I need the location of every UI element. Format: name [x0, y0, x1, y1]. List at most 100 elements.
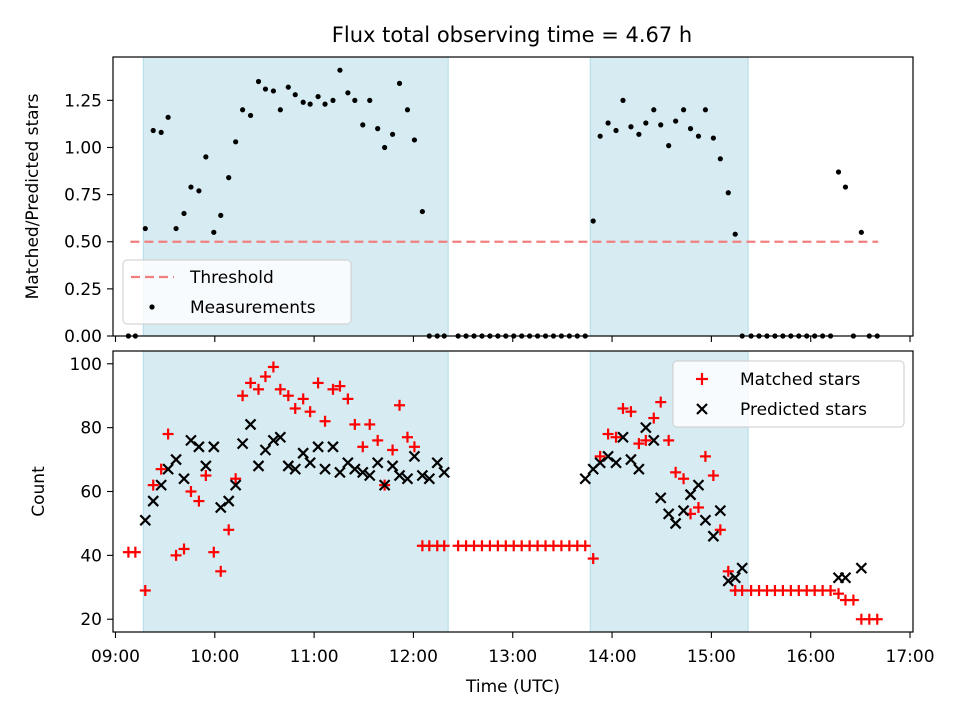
matched-star-point — [208, 546, 220, 558]
matched-star-point — [372, 434, 384, 446]
matched-star-point — [357, 441, 369, 453]
predicted-star-point — [408, 450, 421, 463]
matched-star-point — [304, 406, 316, 418]
marker-stroke — [684, 488, 697, 501]
marker-stroke — [669, 517, 682, 530]
measurement-point — [651, 107, 657, 113]
predicted-star-point — [229, 479, 242, 491]
measurement-point — [842, 184, 849, 190]
ratio-panel: 0.00 0.25 0.50 0.75 1.00 1.25 Matched/Predict… — [23, 56, 914, 347]
measurement-point — [590, 218, 596, 224]
measurement-point — [150, 127, 156, 134]
measurement-point — [262, 86, 269, 92]
marker-stroke — [363, 469, 376, 482]
measurement-point — [142, 225, 148, 232]
predicted-star-point — [684, 488, 697, 501]
predicted-star-point — [244, 418, 257, 431]
measurement-point — [858, 229, 864, 235]
matched-star-point — [670, 466, 682, 478]
measurement-point — [636, 131, 642, 137]
measurement-point — [188, 184, 194, 190]
legend-measurements-label: Measurements — [190, 298, 316, 318]
predicted-star-point — [393, 469, 406, 482]
marker-stroke — [839, 571, 852, 584]
ratio-panel-ticks: 0.00 0.25 0.50 0.75 1.00 1.25 — [64, 91, 911, 347]
marker-stroke — [357, 466, 369, 479]
matched-star-point — [722, 565, 734, 577]
predicted-star-point — [214, 501, 227, 514]
predicted-star-point — [185, 434, 197, 447]
predicted-star-point — [386, 460, 399, 472]
legend-matched-swatch — [696, 373, 708, 385]
marker-stroke — [729, 571, 742, 584]
marker-stroke — [342, 456, 354, 469]
marker-stroke — [244, 418, 257, 431]
matched-star-point — [200, 470, 212, 482]
matched-star-point — [178, 543, 190, 555]
matched-star-point — [871, 613, 883, 625]
measurement-point — [658, 122, 664, 128]
measurement-point — [285, 84, 291, 90]
measurement-point — [605, 120, 611, 126]
matched-star-point — [617, 402, 629, 414]
measurement-point — [687, 126, 694, 132]
predicted-star-point — [707, 530, 720, 542]
measurement-point — [389, 131, 396, 137]
x-axis-label: Time (UTC) — [465, 677, 560, 697]
ratio-panel-legend: Threshold Measurements — [122, 259, 352, 325]
measurement-point — [211, 229, 217, 235]
marker-stroke — [855, 562, 868, 574]
count-panel-y-axis-label: Count — [29, 466, 49, 517]
predicted-star-point — [839, 571, 852, 584]
predicted-star-point — [334, 466, 346, 479]
matched-star-point — [215, 565, 227, 577]
predicted-star-point — [139, 514, 152, 527]
predicted-star-point — [423, 472, 436, 485]
y-tick-label: 80 — [80, 419, 102, 439]
y-tick-label: 0.25 — [64, 280, 102, 300]
predicted-star-point — [162, 463, 174, 475]
matched-stars-series — [122, 361, 883, 625]
marker-stroke — [147, 495, 160, 507]
matched-star-point — [349, 418, 361, 430]
measurement-point — [158, 129, 164, 136]
chart-title: Flux total observing time = 4.67 h — [332, 23, 692, 47]
predicted-star-point — [736, 562, 748, 574]
measurement-point — [165, 114, 171, 120]
predicted-star-point — [193, 441, 205, 453]
predicted-star-point — [640, 421, 652, 434]
marker-stroke — [334, 466, 346, 479]
marker-stroke — [416, 469, 429, 482]
marker-stroke — [393, 469, 406, 482]
measurement-point — [315, 93, 321, 100]
measurement-point — [680, 107, 687, 113]
matched-star-point — [438, 540, 450, 552]
matched-star-point — [185, 486, 197, 497]
marker-stroke — [408, 450, 421, 463]
predicted-star-point — [633, 463, 645, 475]
x-tick-label: 13:00 — [488, 647, 537, 667]
marker-stroke — [640, 421, 652, 434]
count-panel: 20 40 60 80 100 09:00 10:00 11:00 12:00 13:00 14:0… — [29, 350, 935, 697]
predicted-star-point — [304, 456, 316, 469]
matched-star-point — [162, 428, 174, 440]
marker-stroke — [699, 514, 712, 527]
predicted-star-point — [178, 472, 190, 485]
matched-star-point — [394, 399, 406, 411]
matched-star-point — [714, 524, 726, 536]
measurement-point — [270, 88, 276, 94]
matched-star-point — [289, 402, 301, 414]
measurement-point — [330, 97, 336, 103]
matched-star-point — [193, 495, 205, 507]
marker-stroke — [386, 460, 399, 472]
predicted-star-point — [594, 456, 606, 469]
matched-star-point — [401, 431, 413, 443]
matched-star-point — [139, 584, 151, 596]
y-tick-label: 0.00 — [64, 327, 102, 347]
measurement-point — [375, 126, 381, 132]
y-tick-label: 100 — [70, 355, 102, 375]
x-tick-label: 14:00 — [588, 647, 637, 667]
marker-stroke — [259, 444, 272, 456]
marker-stroke — [677, 504, 690, 517]
